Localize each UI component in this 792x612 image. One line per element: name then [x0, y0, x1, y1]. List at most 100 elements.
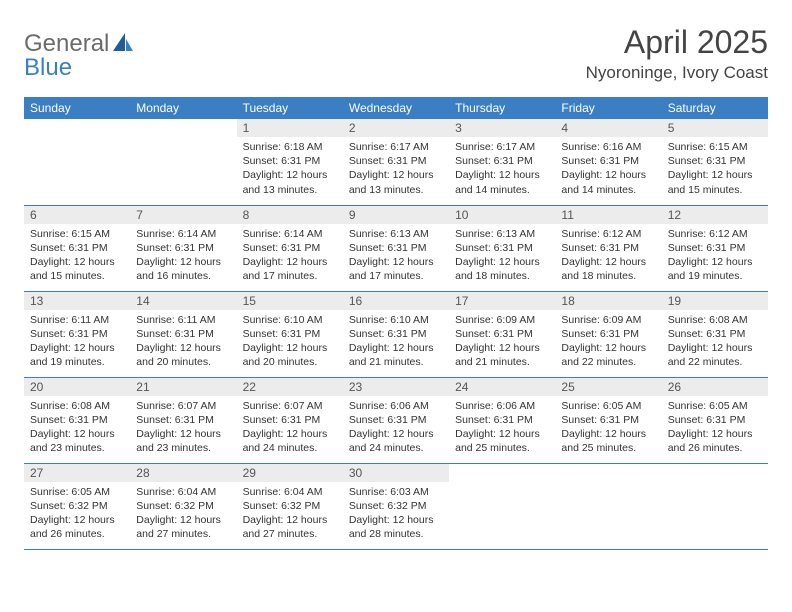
sunset-text: Sunset: 6:31 PM — [455, 413, 549, 427]
calendar-cell: 29Sunrise: 6:04 AMSunset: 6:32 PMDayligh… — [237, 463, 343, 549]
calendar-cell: .. — [24, 119, 130, 205]
sunset-text: Sunset: 6:31 PM — [30, 241, 124, 255]
day-number: 5 — [662, 119, 768, 137]
calendar-cell: 12Sunrise: 6:12 AMSunset: 6:31 PMDayligh… — [662, 205, 768, 291]
day-number: 4 — [555, 119, 661, 137]
sunset-text: Sunset: 6:31 PM — [561, 241, 655, 255]
day-number: 18 — [555, 292, 661, 310]
day-header: Monday — [130, 97, 236, 119]
day-body: Sunrise: 6:13 AMSunset: 6:31 PMDaylight:… — [343, 224, 449, 288]
day-number: 23 — [343, 378, 449, 396]
calendar-cell: 27Sunrise: 6:05 AMSunset: 6:32 PMDayligh… — [24, 463, 130, 549]
day-body: Sunrise: 6:04 AMSunset: 6:32 PMDaylight:… — [130, 482, 236, 546]
calendar-cell: 3 Sunrise: 6:17 AMSunset: 6:31 PMDaylight… — [449, 119, 555, 205]
sunset-text: Sunset: 6:31 PM — [561, 154, 655, 168]
daylight-text: Daylight: 12 hours and 20 minutes. — [243, 341, 337, 369]
calendar-cell: 15Sunrise: 6:10 AMSunset: 6:31 PMDayligh… — [237, 291, 343, 377]
day-number: 12 — [662, 206, 768, 224]
header: General April 2025 Nyoroninge, Ivory Coa… — [24, 24, 768, 83]
daylight-text: Daylight: 12 hours and 22 minutes. — [561, 341, 655, 369]
daylight-text: Daylight: 12 hours and 26 minutes. — [668, 427, 762, 455]
sunrise-text: Sunrise: 6:03 AM — [349, 485, 443, 499]
day-number: 27 — [24, 464, 130, 482]
day-number: 15 — [237, 292, 343, 310]
daylight-text: Daylight: 12 hours and 17 minutes. — [243, 255, 337, 283]
sunset-text: Sunset: 6:31 PM — [455, 154, 549, 168]
sunset-text: Sunset: 6:31 PM — [561, 327, 655, 341]
sunrise-text: Sunrise: 6:09 AM — [455, 313, 549, 327]
calendar-cell: 2Sunrise: 6:17 AMSunset: 6:31 PMDaylight… — [343, 119, 449, 205]
calendar-cell: 14Sunrise: 6:11 AMSunset: 6:31 PMDayligh… — [130, 291, 236, 377]
calendar-cell: 23Sunrise: 6:06 AMSunset: 6:31 PMDayligh… — [343, 377, 449, 463]
sunset-text: Sunset: 6:31 PM — [243, 154, 337, 168]
calendar-cell: 8Sunrise: 6:14 AMSunset: 6:31 PMDaylight… — [237, 205, 343, 291]
calendar-cell: 11Sunrise: 6:12 AMSunset: 6:31 PMDayligh… — [555, 205, 661, 291]
day-number: 3 — [449, 119, 555, 137]
sunset-text: Sunset: 6:31 PM — [243, 327, 337, 341]
daylight-text: Daylight: 12 hours and 16 minutes. — [136, 255, 230, 283]
sunset-text: Sunset: 6:31 PM — [668, 413, 762, 427]
calendar-cell: 28Sunrise: 6:04 AMSunset: 6:32 PMDayligh… — [130, 463, 236, 549]
day-number: 7 — [130, 206, 236, 224]
page-title: April 2025 — [586, 24, 768, 61]
sunset-text: Sunset: 6:31 PM — [455, 327, 549, 341]
daylight-text: Daylight: 12 hours and 24 minutes. — [243, 427, 337, 455]
sunset-text: Sunset: 6:31 PM — [668, 241, 762, 255]
day-body: Sunrise: 6:10 AMSunset: 6:31 PMDaylight:… — [237, 310, 343, 374]
sunrise-text: Sunrise: 6:14 AM — [243, 227, 337, 241]
daylight-text: Daylight: 12 hours and 20 minutes. — [136, 341, 230, 369]
calendar-cell: 26Sunrise: 6:05 AMSunset: 6:31 PMDayligh… — [662, 377, 768, 463]
daylight-text: Daylight: 12 hours and 21 minutes. — [455, 341, 549, 369]
sunset-text: Sunset: 6:32 PM — [243, 499, 337, 513]
calendar-week: 6Sunrise: 6:15 AMSunset: 6:31 PMDaylight… — [24, 205, 768, 291]
sunrise-text: Sunrise: 6:09 AM — [561, 313, 655, 327]
sunset-text: Sunset: 6:31 PM — [243, 241, 337, 255]
day-number: 25 — [555, 378, 661, 396]
calendar-cell: 4Sunrise: 6:16 AMSunset: 6:31 PMDaylight… — [555, 119, 661, 205]
day-number: 16 — [343, 292, 449, 310]
day-body: Sunrise: 6:09 AMSunset: 6:31 PMDaylight:… — [449, 310, 555, 374]
day-number: 10 — [449, 206, 555, 224]
sunrise-text: Sunrise: 6:12 AM — [668, 227, 762, 241]
sunset-text: Sunset: 6:31 PM — [668, 154, 762, 168]
daylight-text: Daylight: 12 hours and 14 minutes. — [455, 168, 549, 196]
day-number: 21 — [130, 378, 236, 396]
sunrise-text: Sunrise: 6:04 AM — [243, 485, 337, 499]
daylight-text: Daylight: 12 hours and 22 minutes. — [668, 341, 762, 369]
sunset-text: Sunset: 6:31 PM — [136, 241, 230, 255]
sunrise-text: Sunrise: 6:17 AM — [455, 140, 549, 154]
sunrise-text: Sunrise: 6:15 AM — [668, 140, 762, 154]
day-header: Thursday — [449, 97, 555, 119]
calendar-cell: 19Sunrise: 6:08 AMSunset: 6:31 PMDayligh… — [662, 291, 768, 377]
calendar-table: SundayMondayTuesdayWednesdayThursdayFrid… — [24, 97, 768, 550]
calendar-week: 20Sunrise: 6:08 AMSunset: 6:31 PMDayligh… — [24, 377, 768, 463]
daylight-text: Daylight: 12 hours and 14 minutes. — [561, 168, 655, 196]
day-number: 8 — [237, 206, 343, 224]
sunrise-text: Sunrise: 6:15 AM — [30, 227, 124, 241]
logo-sail-icon — [113, 33, 133, 56]
logo-blue-row: Blue — [26, 54, 72, 82]
sunrise-text: Sunrise: 6:11 AM — [136, 313, 230, 327]
day-body: Sunrise: 6:08 AMSunset: 6:31 PMDaylight:… — [24, 396, 130, 460]
calendar-cell: .. — [555, 463, 661, 549]
day-body: Sunrise: 6:12 AMSunset: 6:31 PMDaylight:… — [555, 224, 661, 288]
sunrise-text: Sunrise: 6:08 AM — [30, 399, 124, 413]
day-body: Sunrise: 6:12 AMSunset: 6:31 PMDaylight:… — [662, 224, 768, 288]
daylight-text: Daylight: 12 hours and 23 minutes. — [136, 427, 230, 455]
daylight-text: Daylight: 12 hours and 25 minutes. — [455, 427, 549, 455]
logo-text-blue: Blue — [24, 54, 72, 81]
sunrise-text: Sunrise: 6:07 AM — [136, 399, 230, 413]
calendar-week: 27Sunrise: 6:05 AMSunset: 6:32 PMDayligh… — [24, 463, 768, 549]
day-header: Tuesday — [237, 97, 343, 119]
day-number: 2 — [343, 119, 449, 137]
day-number: 17 — [449, 292, 555, 310]
day-body: Sunrise: 6:15 AMSunset: 6:31 PMDaylight:… — [24, 224, 130, 288]
day-body: Sunrise: 6:14 AMSunset: 6:31 PMDaylight:… — [237, 224, 343, 288]
daylight-text: Daylight: 12 hours and 18 minutes. — [561, 255, 655, 283]
calendar-body: ....1Sunrise: 6:18 AMSunset: 6:31 PMDayl… — [24, 119, 768, 549]
daylight-text: Daylight: 12 hours and 25 minutes. — [561, 427, 655, 455]
calendar-cell: 10Sunrise: 6:13 AMSunset: 6:31 PMDayligh… — [449, 205, 555, 291]
daylight-text: Daylight: 12 hours and 15 minutes. — [30, 255, 124, 283]
day-body: Sunrise: 6:06 AMSunset: 6:31 PMDaylight:… — [449, 396, 555, 460]
day-number: 1 — [237, 119, 343, 137]
